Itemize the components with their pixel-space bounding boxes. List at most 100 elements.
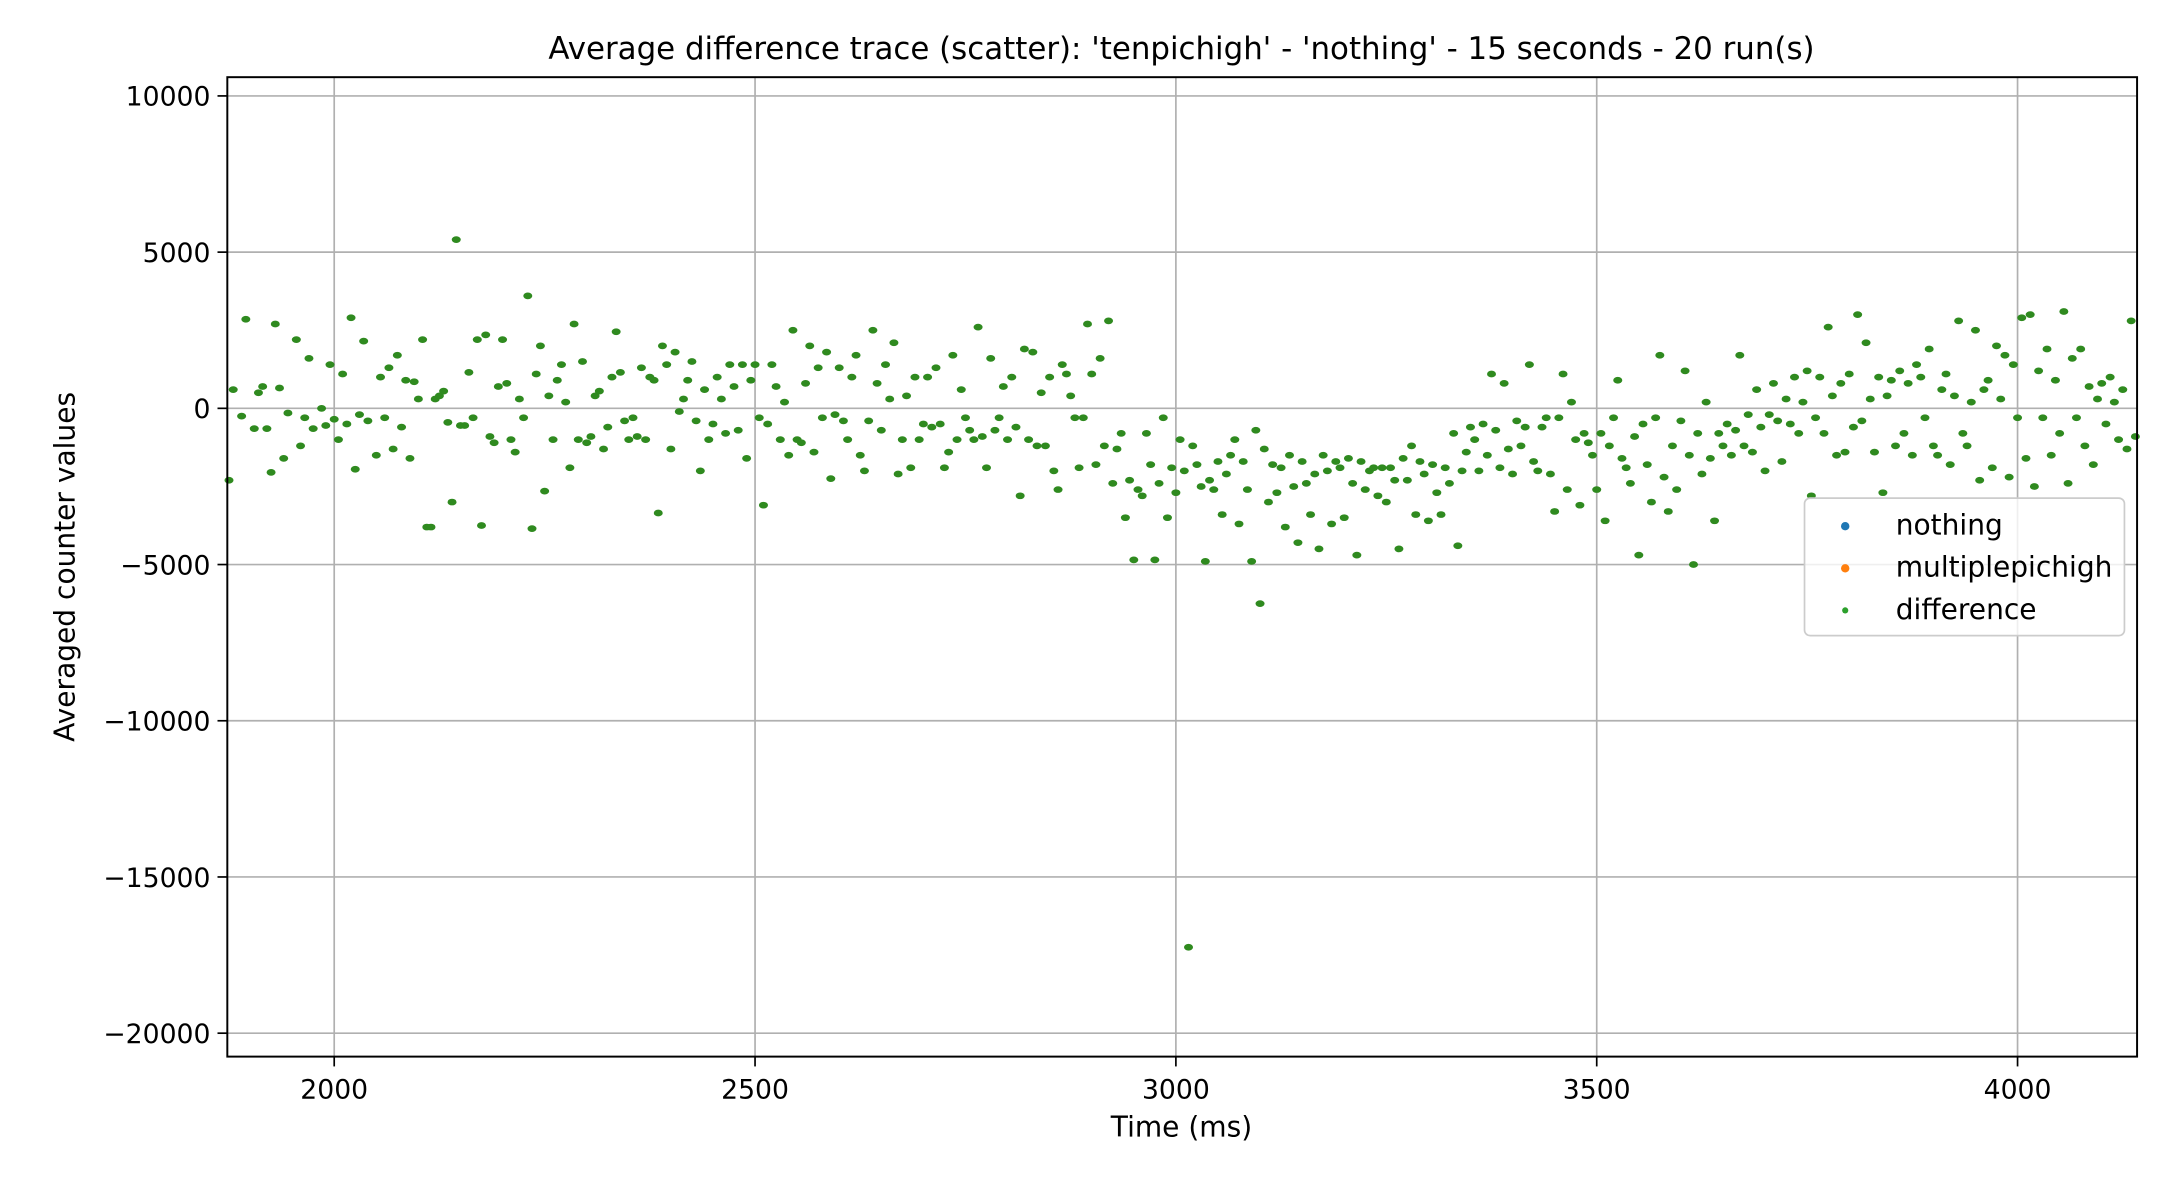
data-point bbox=[418, 336, 428, 343]
data-point bbox=[262, 425, 272, 433]
data-point bbox=[485, 433, 495, 440]
data-point bbox=[1390, 476, 1400, 484]
data-point bbox=[1247, 558, 1257, 565]
data-point bbox=[1848, 423, 1858, 431]
x-tick-label: 2500 bbox=[721, 1075, 789, 1106]
data-point bbox=[893, 470, 903, 478]
data-point bbox=[1007, 373, 1017, 381]
data-point bbox=[1091, 461, 1101, 468]
data-point bbox=[1992, 342, 2002, 350]
data-point bbox=[1209, 486, 1219, 493]
data-point bbox=[460, 422, 470, 429]
data-point bbox=[1112, 445, 1122, 453]
data-point bbox=[1533, 467, 1543, 475]
data-point bbox=[531, 370, 541, 378]
data-point bbox=[426, 523, 436, 531]
data-point bbox=[859, 467, 869, 475]
data-point bbox=[1937, 386, 1947, 393]
data-point bbox=[586, 433, 596, 440]
data-point bbox=[822, 348, 832, 356]
data-point bbox=[1184, 943, 1193, 951]
data-point bbox=[413, 395, 423, 403]
data-point bbox=[2017, 314, 2027, 322]
data-point bbox=[670, 348, 680, 356]
data-point bbox=[481, 331, 491, 339]
data-point bbox=[750, 361, 760, 368]
data-point bbox=[1099, 442, 1109, 450]
data-point bbox=[1933, 451, 1943, 459]
data-point bbox=[1718, 442, 1728, 450]
data-point bbox=[1760, 467, 1770, 475]
data-point bbox=[1827, 392, 1837, 400]
data-point bbox=[733, 426, 743, 434]
data-point bbox=[1558, 370, 1568, 378]
data-point bbox=[939, 464, 949, 472]
data-point bbox=[1474, 467, 1484, 475]
x-tick-label: 4000 bbox=[1984, 1075, 2052, 1106]
data-point bbox=[2122, 445, 2132, 453]
data-point bbox=[2105, 373, 2115, 381]
data-point bbox=[1087, 370, 1097, 378]
data-point bbox=[544, 392, 554, 400]
data-point bbox=[998, 383, 1008, 390]
data-point bbox=[1869, 448, 1879, 456]
data-point bbox=[1331, 458, 1341, 465]
data-point bbox=[851, 351, 861, 359]
data-point bbox=[788, 326, 798, 334]
data-point bbox=[2097, 379, 2107, 387]
data-points bbox=[224, 236, 2140, 951]
data-point bbox=[746, 376, 756, 384]
data-point bbox=[1070, 414, 1080, 422]
data-point bbox=[990, 426, 1000, 434]
data-point bbox=[1108, 479, 1118, 487]
data-point bbox=[1785, 420, 1795, 428]
data-point bbox=[683, 376, 693, 384]
data-point bbox=[472, 336, 482, 343]
data-point bbox=[1188, 442, 1198, 450]
data-point bbox=[2013, 414, 2023, 422]
data-point bbox=[763, 420, 773, 428]
data-point bbox=[1764, 411, 1774, 418]
data-point bbox=[2008, 361, 2018, 368]
data-point bbox=[1263, 498, 1273, 506]
data-point bbox=[1857, 417, 1867, 425]
data-point bbox=[1987, 464, 1997, 472]
data-point bbox=[1651, 414, 1661, 422]
data-point bbox=[1293, 539, 1303, 547]
data-point bbox=[1394, 545, 1404, 553]
data-point bbox=[948, 351, 958, 359]
data-point bbox=[1154, 479, 1164, 487]
data-point bbox=[1440, 464, 1450, 472]
data-point bbox=[1238, 458, 1248, 465]
data-point bbox=[1402, 476, 1412, 484]
data-point bbox=[691, 417, 701, 425]
data-point bbox=[493, 383, 503, 390]
data-point bbox=[1891, 442, 1901, 450]
data-point bbox=[582, 439, 592, 447]
data-point bbox=[1575, 501, 1585, 509]
data-point bbox=[1444, 479, 1454, 487]
data-point bbox=[1524, 361, 1534, 368]
legend-label: multiplepichigh bbox=[1896, 551, 2113, 584]
data-point bbox=[708, 420, 718, 428]
data-point bbox=[935, 420, 945, 428]
data-point bbox=[1272, 489, 1282, 497]
data-point bbox=[1588, 451, 1598, 459]
data-point bbox=[758, 501, 768, 509]
data-point bbox=[1979, 386, 1989, 393]
legend-marker bbox=[1840, 564, 1850, 573]
data-point bbox=[1352, 551, 1362, 559]
data-point bbox=[2042, 345, 2052, 353]
data-point bbox=[973, 323, 983, 331]
data-point bbox=[1242, 486, 1252, 493]
legend-marker bbox=[1842, 607, 1849, 614]
data-point bbox=[897, 436, 907, 443]
data-point bbox=[1348, 479, 1358, 487]
data-point bbox=[994, 414, 1004, 422]
data-point bbox=[1040, 442, 1050, 450]
data-point bbox=[632, 433, 642, 440]
data-point bbox=[1314, 545, 1324, 553]
data-point bbox=[889, 339, 899, 347]
data-point bbox=[573, 436, 583, 443]
data-point bbox=[409, 378, 419, 386]
